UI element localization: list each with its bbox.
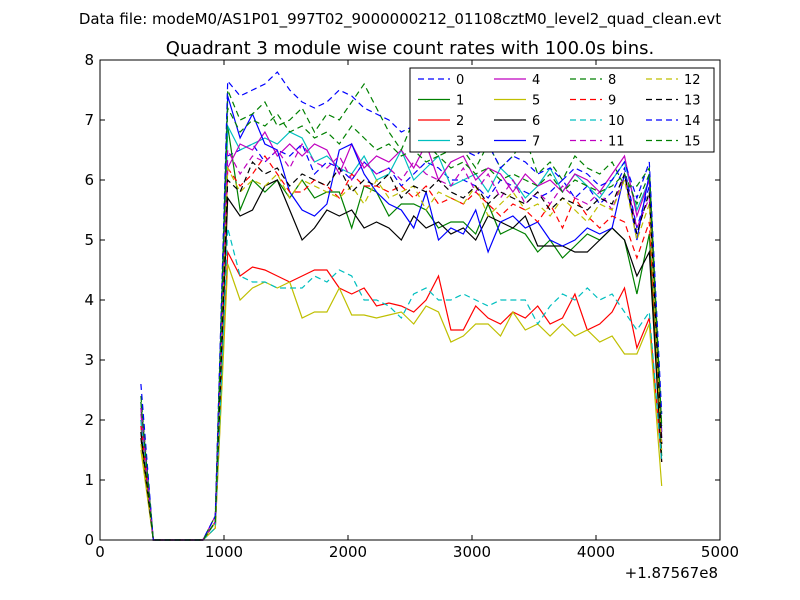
series-line-5	[140, 263, 663, 541]
legend-label-8: 8	[608, 73, 616, 88]
series-line-9	[140, 154, 663, 541]
legend-label-14: 14	[684, 114, 701, 129]
legend-label-4: 4	[532, 73, 540, 88]
series-line-11	[140, 142, 663, 541]
x-tick-label: 0	[95, 543, 105, 561]
x-tick-label: 2000	[329, 543, 367, 561]
legend-label-5: 5	[532, 94, 540, 109]
y-tick-label: 4	[84, 291, 94, 309]
x-tick-label: 5000	[701, 543, 739, 561]
legend-label-9: 9	[608, 94, 616, 109]
x-tick-label: 4000	[577, 543, 615, 561]
data-file-caption: Data file: modeM0/AS1P01_997T02_90000002…	[79, 10, 721, 29]
series-line-13	[140, 160, 663, 541]
legend-label-6: 6	[532, 114, 540, 129]
legend-label-13: 13	[684, 94, 701, 109]
series-line-12	[140, 165, 663, 541]
series-line-4	[140, 130, 663, 541]
legend-label-11: 11	[608, 135, 625, 150]
legend-label-1: 1	[456, 94, 464, 109]
series-line-15	[140, 105, 663, 541]
series-line-10	[140, 227, 663, 541]
series-line-2	[140, 249, 663, 541]
y-tick-label: 3	[84, 351, 94, 369]
legend-label-10: 10	[608, 114, 625, 129]
chart-title: Quadrant 3 module wise count rates with …	[166, 38, 655, 59]
y-tick-label: 7	[84, 111, 94, 129]
legend-label-7: 7	[532, 135, 540, 150]
series-lines	[140, 71, 663, 541]
y-tick-label: 2	[84, 411, 94, 429]
y-tick-label: 8	[84, 51, 94, 69]
y-tick-label: 1	[84, 471, 94, 489]
x-tick-label: 1000	[205, 543, 243, 561]
x-tick-label: 3000	[453, 543, 491, 561]
series-line-1	[140, 125, 663, 541]
series-line-6	[140, 179, 663, 541]
y-tick-label: 5	[84, 231, 94, 249]
legend-label-15: 15	[684, 135, 701, 150]
series-line-8	[140, 82, 663, 541]
legend-label-12: 12	[684, 73, 701, 88]
series-line-3	[140, 123, 663, 541]
x-offset-label: +1.87567e8	[625, 564, 718, 582]
legend-label-0: 0	[456, 73, 464, 88]
y-tick-label: 6	[84, 171, 94, 189]
series-line-14	[140, 71, 663, 541]
legend-box	[409, 67, 715, 153]
legend-label-3: 3	[456, 135, 464, 150]
y-tick-label: 0	[84, 531, 94, 549]
legend-label-2: 2	[456, 114, 464, 129]
